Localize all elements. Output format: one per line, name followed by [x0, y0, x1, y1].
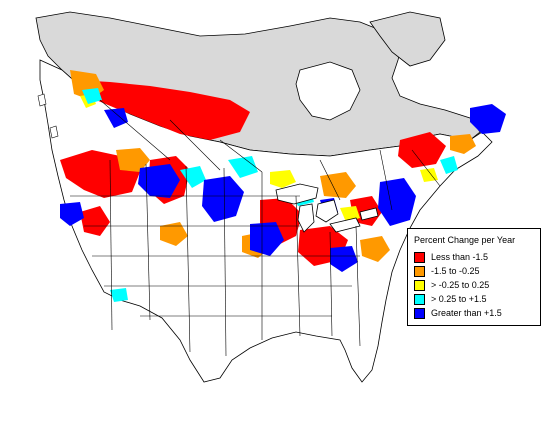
legend-swatch — [414, 279, 425, 291]
legend-swatch — [414, 307, 425, 319]
great-lakes — [275, 183, 379, 233]
legend-label: -1.5 to -0.25 — [431, 266, 480, 276]
legend-item: > 0.25 to +1.5 — [414, 293, 487, 305]
trend-greater-than-1-5 — [60, 104, 506, 272]
legend-swatch — [414, 293, 425, 305]
legend-item: Greater than +1.5 — [414, 307, 502, 319]
hudson-bay — [295, 61, 361, 121]
legend-label: Less than -1.5 — [431, 252, 489, 262]
map-legend: Percent Change per Year Less than -1.5 -… — [407, 228, 541, 326]
legend-item: Less than -1.5 — [414, 251, 488, 263]
legend-label: > 0.25 to +1.5 — [431, 294, 487, 304]
coastal-islands — [37, 93, 59, 139]
legend-label: Greater than +1.5 — [431, 308, 502, 318]
legend-title: Percent Change per Year — [414, 235, 516, 245]
legend-swatch — [414, 251, 425, 263]
greenland-land — [369, 11, 446, 67]
legend-swatch — [414, 265, 425, 277]
legend-item: -1.5 to -0.25 — [414, 265, 480, 277]
legend-label: > -0.25 to 0.25 — [431, 280, 490, 290]
admin-boundaries — [70, 99, 441, 357]
legend-item: > -0.25 to 0.25 — [414, 279, 489, 291]
